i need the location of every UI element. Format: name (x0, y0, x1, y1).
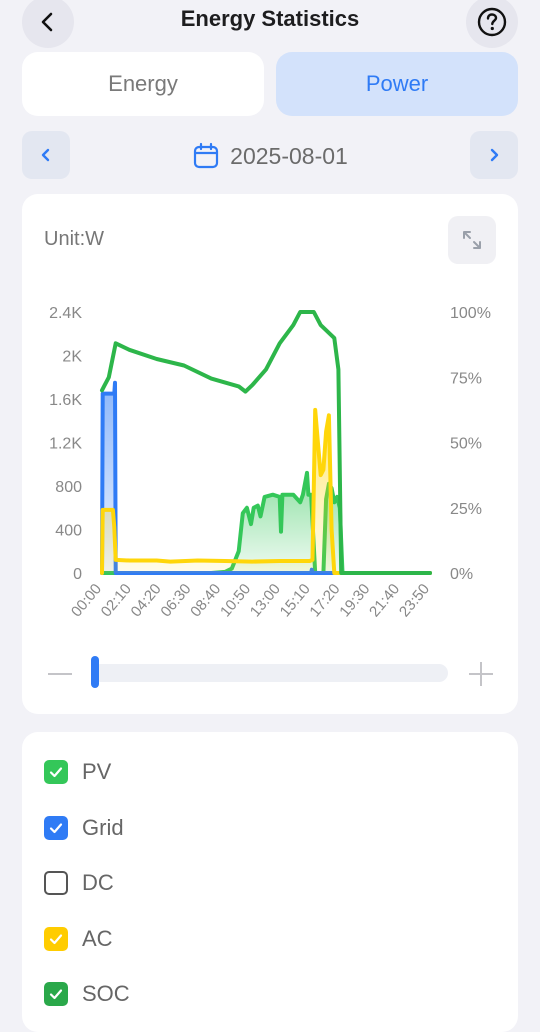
legend-item-pv[interactable]: PV (44, 759, 111, 785)
left-tick-label: 0 (73, 566, 82, 583)
checkbox-grid[interactable] (44, 815, 68, 840)
legend-label: Grid (82, 814, 124, 840)
unit-label: Unit:W (44, 228, 104, 250)
page-title: Energy Statistics (180, 6, 360, 31)
date-text: 2025-08-01 (230, 142, 348, 169)
checkbox-soc[interactable] (44, 982, 68, 1006)
prev-date-button[interactable] (22, 131, 70, 179)
legend-label: PV (82, 759, 112, 784)
x-tick-label: 08:40 (187, 581, 224, 621)
x-tick-label: 15:10 (277, 581, 314, 621)
tab-energy[interactable]: Energy (22, 52, 264, 116)
x-tick-label: 02:10 (98, 581, 135, 621)
checkmark-icon (49, 822, 63, 833)
zoom-slider-handle[interactable] (91, 656, 99, 688)
x-tick-label: 00:00 (68, 581, 105, 621)
left-tick-label: 1.2K (49, 436, 82, 453)
checkbox-dc[interactable] (44, 871, 68, 895)
x-tick-label: 04:20 (128, 581, 165, 621)
legend-item-ac[interactable]: AC (44, 926, 113, 952)
calendar-icon (194, 142, 219, 169)
back-button[interactable] (22, 0, 74, 48)
expand-button[interactable] (448, 216, 496, 264)
tab-power[interactable]: Power (276, 52, 518, 116)
help-button[interactable] (466, 0, 518, 48)
chevron-left-icon (41, 12, 53, 32)
date-display[interactable]: 2025-08-01 (0, 136, 540, 176)
checkbox-pv[interactable] (44, 760, 68, 784)
power-chart[interactable]: 0 400 800 1.2K 1.6K 2K 2.4K 0% 25% 50% 75% 100% 00:0… (0, 270, 540, 650)
left-tick-label: 400 (55, 523, 82, 540)
plus-icon (469, 662, 493, 686)
x-tick-label: 10:50 (217, 581, 254, 621)
checkmark-icon (49, 767, 63, 778)
left-tick-label: 1.6K (49, 392, 82, 409)
right-tick-label: 25% (450, 501, 482, 518)
x-tick-label: 23:50 (396, 581, 433, 621)
zoom-out-button[interactable] (46, 660, 74, 688)
x-tick-label: 17:20 (306, 581, 343, 621)
right-tick-label: 0% (450, 566, 473, 583)
legend-label: DC (82, 870, 114, 895)
x-tick-label: 06:30 (157, 581, 194, 621)
legend-item-grid[interactable]: Grid (44, 815, 124, 841)
top-bar: Energy Statistics (0, 0, 540, 48)
tab-power-label: Power (365, 71, 429, 96)
minus-icon (48, 673, 72, 675)
x-tick-label: 13:00 (247, 581, 284, 621)
chevron-right-icon (490, 148, 499, 162)
series-area-pv (102, 472, 430, 573)
tab-energy-label: Energy (108, 71, 178, 96)
checkmark-icon (49, 933, 63, 944)
right-tick-label: 100% (450, 305, 491, 322)
x-tick-label: 19:30 (336, 581, 373, 621)
left-tick-label: 2K (62, 349, 82, 366)
zoom-in-button[interactable] (466, 659, 496, 689)
checkbox-ac[interactable] (44, 926, 68, 951)
legend-card (22, 732, 518, 1032)
checkmark-icon (49, 989, 63, 1000)
zoom-slider-track[interactable] (92, 664, 448, 682)
right-tick-label: 75% (450, 370, 482, 387)
series-line-soc (100, 310, 432, 575)
series-line-ac (100, 407, 432, 575)
chevron-left-icon (41, 148, 50, 162)
left-tick-label: 2.4K (49, 305, 82, 322)
legend-item-soc[interactable]: SOC (44, 981, 130, 1007)
right-tick-label: 50% (450, 436, 482, 453)
left-tick-label: 800 (55, 479, 82, 496)
next-date-button[interactable] (470, 131, 518, 179)
expand-icon (463, 231, 481, 249)
question-circle-icon (477, 7, 507, 37)
legend-item-dc[interactable]: DC (44, 870, 114, 896)
x-tick-label: 21:40 (366, 581, 403, 621)
legend-label: SOC (82, 981, 130, 1006)
legend-label: AC (82, 925, 113, 951)
